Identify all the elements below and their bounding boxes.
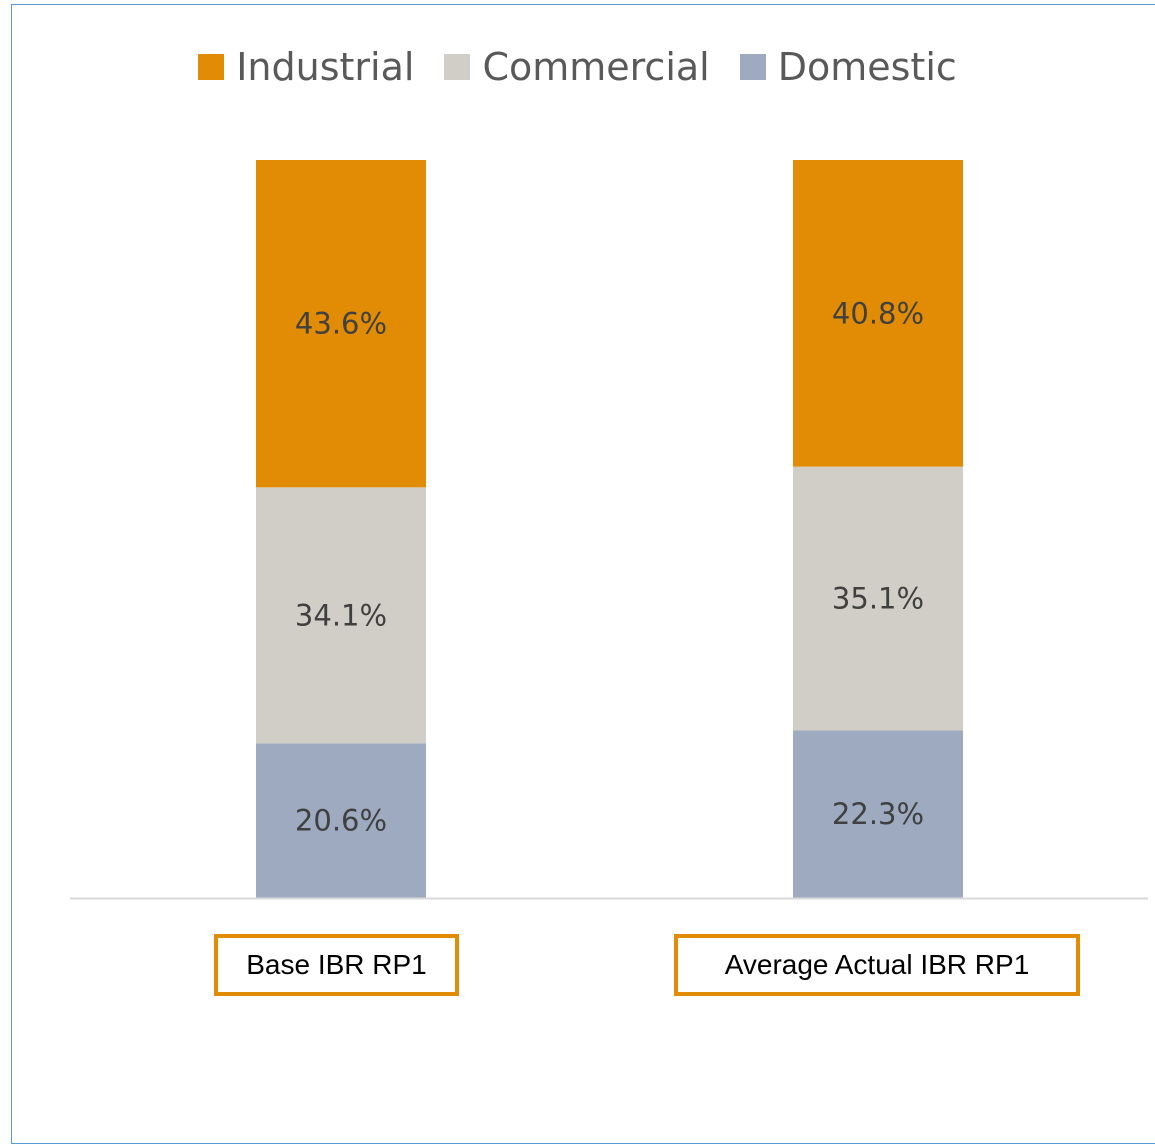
legend-item-commercial: Commercial bbox=[444, 45, 710, 89]
legend-label-commercial: Commercial bbox=[482, 45, 710, 89]
legend-swatch-industrial bbox=[198, 54, 225, 80]
legend-label-industrial: Industrial bbox=[236, 45, 415, 89]
bar-industrial-1 bbox=[793, 160, 963, 467]
bar-commercial-0 bbox=[256, 487, 426, 744]
legend-swatch-commercial bbox=[444, 54, 471, 80]
legend-label-domestic: Domestic bbox=[777, 45, 957, 89]
chart-legend: Industrial Commercial Domestic bbox=[0, 48, 1155, 86]
data-label-domestic-0: 20.6% bbox=[295, 804, 387, 838]
category-label-average-actual-ibr-rp1: Average Actual IBR RP1 bbox=[674, 934, 1080, 996]
bar-commercial-1 bbox=[793, 466, 963, 731]
data-label-commercial-1: 35.1% bbox=[832, 582, 924, 616]
category-label-base-ibr-rp1: Base IBR RP1 bbox=[214, 934, 459, 996]
data-label-commercial-0: 34.1% bbox=[295, 598, 387, 632]
legend-item-domestic: Domestic bbox=[739, 45, 957, 89]
legend-swatch-domestic bbox=[739, 54, 766, 80]
data-label-domestic-1: 22.3% bbox=[832, 797, 924, 831]
bar-industrial-0 bbox=[256, 160, 426, 488]
data-label-industrial-0: 43.6% bbox=[295, 307, 387, 341]
bar-domestic-1 bbox=[793, 730, 963, 898]
legend-item-industrial: Industrial bbox=[198, 48, 414, 86]
data-label-industrial-1: 40.8% bbox=[832, 296, 924, 330]
bar-domestic-0 bbox=[256, 743, 426, 898]
